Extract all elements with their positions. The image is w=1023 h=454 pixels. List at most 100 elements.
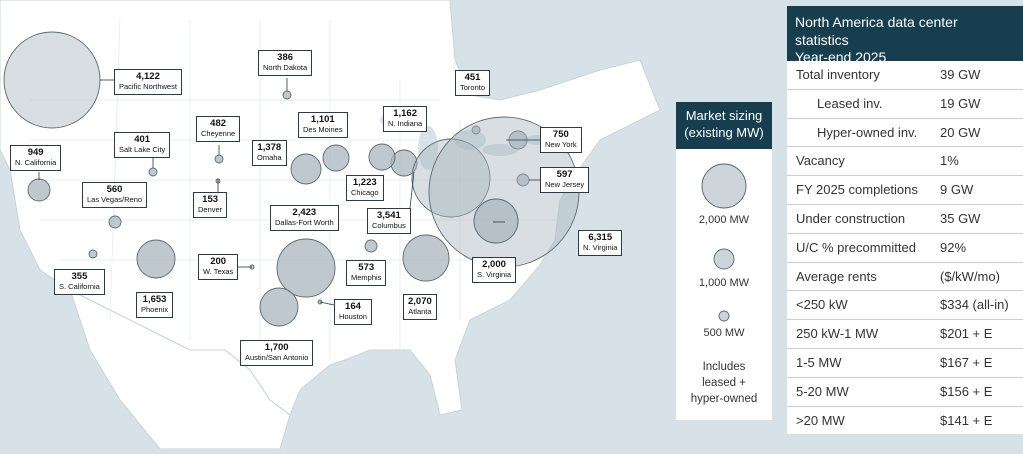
- callout-n-california: 949 N. California: [10, 145, 62, 171]
- callout-w-texas: 200 W. Texas: [198, 254, 239, 280]
- callout-value: 355: [71, 271, 88, 282]
- legend-title-line2: (existing MW): [684, 124, 764, 140]
- callout-value: 1,101: [310, 114, 335, 125]
- bubble-phoenix: [136, 239, 176, 279]
- bubble-toronto: [471, 125, 481, 135]
- callout-value: 1,700: [264, 342, 289, 353]
- callout-value: 1,378: [257, 142, 282, 153]
- legend-bubble-2000: [701, 163, 747, 209]
- callout-name: Omaha: [257, 152, 282, 162]
- callout-value: 2,423: [292, 207, 317, 218]
- stat-row: >20 MW $141 + E: [787, 407, 1023, 435]
- stat-label: Leased inv.: [817, 95, 883, 111]
- stat-label: U/C % precommitted: [796, 239, 916, 255]
- bubble-pacific-northwest: [3, 31, 101, 129]
- callout-name: Des Moines: [303, 124, 343, 134]
- stat-row: Total inventory 39 GW: [787, 61, 1023, 90]
- callout-toronto: 451 Toronto: [455, 70, 491, 96]
- callout-omaha: 1,378 Omaha: [252, 140, 287, 166]
- statistics-title-line2: Year-end 2025: [795, 49, 887, 65]
- stat-row: Leased inv. 19 GW: [787, 90, 1023, 119]
- stat-label: Under construction: [796, 210, 906, 226]
- stat-row: U/C % precommitted 92%: [787, 234, 1023, 263]
- callout-name: W. Texas: [203, 266, 234, 276]
- callout-north-dakota: 386 North Dakota: [258, 50, 313, 76]
- callout-name: Chicago: [351, 187, 379, 197]
- callout-pacific-northwest: 4,122 Pacific Northwest: [114, 69, 182, 95]
- stat-label: Hyper-owned inv.: [817, 124, 918, 140]
- callout-name: Phoenix: [141, 304, 169, 314]
- callout-name: North Dakota: [263, 62, 308, 72]
- stat-value: 35 GW: [940, 210, 981, 226]
- callout-value: 3,541: [376, 210, 401, 221]
- land-mexico: [69, 289, 291, 450]
- callout-s-virginia: 2,000 S. Virginia: [472, 257, 517, 283]
- callout-austin-san-antonio: 1,700 Austin/San Antonio: [240, 340, 314, 366]
- callout-las-vegas-reno: 560 Las Vegas/Reno: [82, 182, 148, 208]
- callout-value: 401: [134, 134, 151, 145]
- stat-label: Average rents: [796, 268, 877, 284]
- bubble-salt-lake-city: [148, 167, 158, 177]
- callout-name: Columbus: [372, 220, 406, 230]
- callout-name: Houston: [339, 311, 367, 321]
- callout-value: 1,223: [352, 177, 377, 188]
- callout-name: Pacific Northwest: [119, 81, 177, 91]
- stat-label: FY 2025 completions: [796, 182, 918, 198]
- bubble-omaha: [290, 153, 322, 185]
- bubble-n-california: [27, 178, 51, 202]
- legend-symbols: [701, 163, 747, 322]
- callout-value: 200: [210, 256, 227, 267]
- statistics-title-line1: North America data center statistics: [795, 14, 958, 48]
- bubble-s-virginia: [473, 198, 519, 244]
- legend-title-line1: Market sizing: [685, 108, 763, 123]
- legend-label-500: 500 MW: [703, 327, 745, 339]
- stat-row: FY 2025 completions 9 GW: [787, 176, 1023, 205]
- callout-name: N. California: [15, 157, 57, 167]
- callout-value: 482: [210, 118, 227, 129]
- callout-phoenix: 1,653 Phoenix: [136, 292, 174, 318]
- bubble-des-moines: [322, 144, 350, 172]
- stat-value: $141 + E: [940, 412, 993, 428]
- stat-value: $334 (all-in): [940, 297, 1009, 313]
- callout-n-virginia: 6,315 N. Virginia: [578, 230, 623, 256]
- stat-value: 9 GW: [940, 182, 974, 198]
- callout-name: N. Indiana: [388, 118, 423, 128]
- stat-row: Under construction 35 GW: [787, 205, 1023, 234]
- callout-s-california: 355 S. California: [54, 269, 105, 295]
- callout-name: S. Virginia: [477, 269, 512, 279]
- stat-value: 92%: [940, 239, 967, 255]
- callout-value: 451: [464, 72, 481, 83]
- callout-name: Dallas-Fort Worth: [275, 217, 334, 227]
- legend-bubble-1000: [713, 248, 735, 270]
- legend-title: Market sizing (existing MW): [676, 102, 772, 149]
- bubble-s-california: [88, 249, 98, 259]
- callout-name: New York: [545, 139, 577, 149]
- stat-value: $167 + E: [940, 354, 993, 370]
- us-map: 4,122 Pacific Northwest 386 North Dakota…: [0, 0, 661, 450]
- callout-denver: 153 Denver: [193, 192, 228, 218]
- stat-value: $156 + E: [940, 383, 993, 399]
- stat-label: 1-5 MW: [796, 354, 842, 370]
- stat-label: 5-20 MW: [796, 383, 849, 399]
- callout-name: S. California: [59, 281, 100, 291]
- callout-salt-lake-city: 401 Salt Lake City: [114, 132, 171, 158]
- callout-dallas-fort-worth: 2,423 Dallas-Fort Worth: [270, 205, 339, 231]
- callout-value: 386: [277, 52, 294, 63]
- callout-name: Memphis: [351, 272, 382, 282]
- callout-atlanta: 2,070 Atlanta: [403, 294, 437, 320]
- leader-line: [319, 301, 335, 306]
- legend-bubble-500: [718, 310, 730, 322]
- callout-name: Austin/San Antonio: [245, 352, 309, 362]
- callout-value: 2,070: [408, 296, 432, 307]
- bubble-las-vegas-reno: [108, 215, 122, 229]
- stat-row: 250 kW-1 MW $201 + E: [787, 320, 1023, 349]
- bubble-memphis: [364, 239, 378, 253]
- callout-name: New Jersey: [545, 179, 585, 189]
- callout-value: 560: [106, 184, 123, 195]
- callout-name: Toronto: [460, 82, 486, 92]
- stat-label: >20 MW: [796, 412, 845, 428]
- callout-value: 1,653: [142, 294, 167, 305]
- statistics-title: North America data center statistics Yea…: [787, 6, 1023, 65]
- callout-value: 750: [552, 129, 569, 140]
- callout-name: N. Virginia: [583, 242, 618, 252]
